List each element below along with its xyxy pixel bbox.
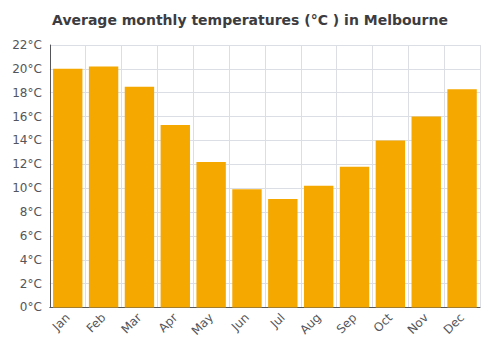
svg-text:Dec: Dec bbox=[441, 311, 467, 337]
svg-text:Jun: Jun bbox=[228, 311, 252, 335]
svg-text:6°C: 6°C bbox=[20, 229, 42, 243]
svg-text:4°C: 4°C bbox=[20, 253, 42, 267]
svg-text:22°C: 22°C bbox=[12, 38, 42, 52]
svg-text:Jul: Jul bbox=[267, 311, 288, 332]
svg-text:Jan: Jan bbox=[49, 311, 73, 335]
svg-text:Feb: Feb bbox=[84, 311, 109, 336]
svg-text:Mar: Mar bbox=[118, 310, 144, 336]
svg-text:Oct: Oct bbox=[371, 310, 396, 335]
svg-text:Average monthly temperatures (: Average monthly temperatures (°C ) in Me… bbox=[52, 12, 448, 28]
svg-text:Sep: Sep bbox=[334, 311, 360, 337]
svg-text:12°C: 12°C bbox=[12, 157, 42, 171]
svg-text:14°C: 14°C bbox=[12, 133, 42, 147]
svg-text:Nov: Nov bbox=[405, 311, 431, 337]
svg-text:Aug: Aug bbox=[297, 311, 323, 337]
svg-text:Apr: Apr bbox=[156, 310, 181, 335]
svg-text:0°C: 0°C bbox=[20, 300, 42, 314]
svg-text:2°C: 2°C bbox=[20, 277, 42, 291]
svg-text:16°C: 16°C bbox=[12, 110, 42, 124]
svg-text:10°C: 10°C bbox=[12, 181, 42, 195]
svg-text:8°C: 8°C bbox=[20, 205, 42, 219]
svg-text:18°C: 18°C bbox=[12, 86, 42, 100]
svg-text:May: May bbox=[189, 311, 216, 338]
svg-text:20°C: 20°C bbox=[12, 62, 42, 76]
